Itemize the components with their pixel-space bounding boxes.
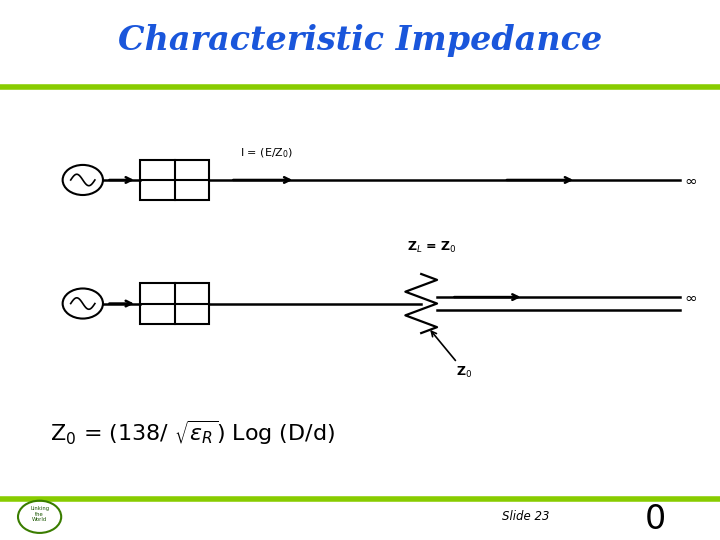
Text: Linking
the
World: Linking the World <box>30 506 49 522</box>
Text: 0: 0 <box>644 503 666 536</box>
Text: Characteristic Impedance: Characteristic Impedance <box>118 24 602 57</box>
Bar <box>140 284 209 323</box>
Text: Z$_L$ = Z$_0$: Z$_L$ = Z$_0$ <box>407 240 457 255</box>
Text: Slide 23: Slide 23 <box>502 510 549 523</box>
Text: I = (E/Z$_0$): I = (E/Z$_0$) <box>240 146 293 159</box>
Text: $\infty$: $\infty$ <box>684 172 697 187</box>
Text: Z$_0$: Z$_0$ <box>456 366 472 380</box>
Bar <box>140 160 209 200</box>
Text: Z$_0$ = (138/ $\sqrt{\varepsilon_R}$) Log (D/d): Z$_0$ = (138/ $\sqrt{\varepsilon_R}$) Lo… <box>50 418 336 447</box>
Text: $\infty$: $\infty$ <box>684 289 697 305</box>
